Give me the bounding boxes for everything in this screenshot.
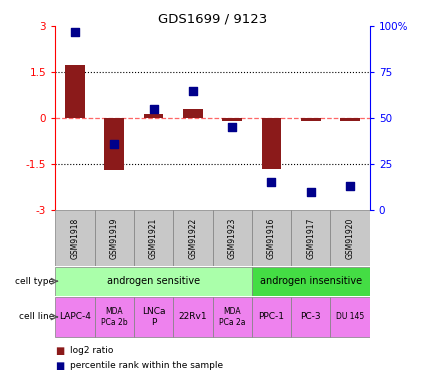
Text: PC-3: PC-3 [300,312,321,321]
Text: GSM91920: GSM91920 [346,217,354,259]
Bar [94,297,134,337]
Bar [134,297,173,337]
Bar [252,297,291,337]
Bar [262,118,281,169]
Text: androgen sensitive: androgen sensitive [107,276,200,286]
Point [268,180,275,186]
Bar [331,210,370,266]
Text: GSM91917: GSM91917 [306,217,315,259]
Bar [144,114,163,118]
Text: 22Rv1: 22Rv1 [178,312,207,321]
Bar [291,297,331,337]
Point [111,141,118,147]
Bar [183,109,203,118]
Text: MDA
PCa 2b: MDA PCa 2b [101,307,128,327]
Bar [55,210,94,266]
Text: log2 ratio: log2 ratio [70,346,113,355]
Text: ■: ■ [55,361,65,370]
Text: MDA
PCa 2a: MDA PCa 2a [219,307,245,327]
Bar [252,210,291,266]
Point [347,183,354,189]
Bar [252,267,370,296]
Text: LAPC-4: LAPC-4 [59,312,91,321]
Bar [212,210,252,266]
Bar [331,297,370,337]
Text: GSM91918: GSM91918 [71,217,79,259]
Bar [222,118,242,121]
Bar [55,267,252,296]
Text: GSM91916: GSM91916 [267,217,276,259]
Text: DU 145: DU 145 [336,312,364,321]
Bar [301,118,320,121]
Text: androgen insensitive: androgen insensitive [260,276,362,286]
Point [71,29,78,35]
Bar [212,297,252,337]
Title: GDS1699 / 9123: GDS1699 / 9123 [158,12,267,25]
Bar [340,118,360,121]
Bar [105,118,124,170]
Bar [94,210,134,266]
Text: GSM91922: GSM91922 [188,217,197,259]
Text: GSM91923: GSM91923 [228,217,237,259]
Bar [291,210,331,266]
Bar [173,210,212,266]
Text: percentile rank within the sample: percentile rank within the sample [70,361,223,370]
Text: GSM91921: GSM91921 [149,217,158,259]
Text: LNCa
P: LNCa P [142,307,165,327]
Text: PPC-1: PPC-1 [258,312,284,321]
Point [150,106,157,112]
Bar [55,297,94,337]
Bar [134,210,173,266]
Bar [65,64,85,118]
Text: cell line: cell line [19,312,54,321]
Point [190,88,196,94]
Point [307,189,314,195]
Text: cell type: cell type [15,277,54,286]
Text: ■: ■ [55,346,65,355]
Bar [173,297,212,337]
Point [229,124,235,130]
Text: GSM91919: GSM91919 [110,217,119,259]
